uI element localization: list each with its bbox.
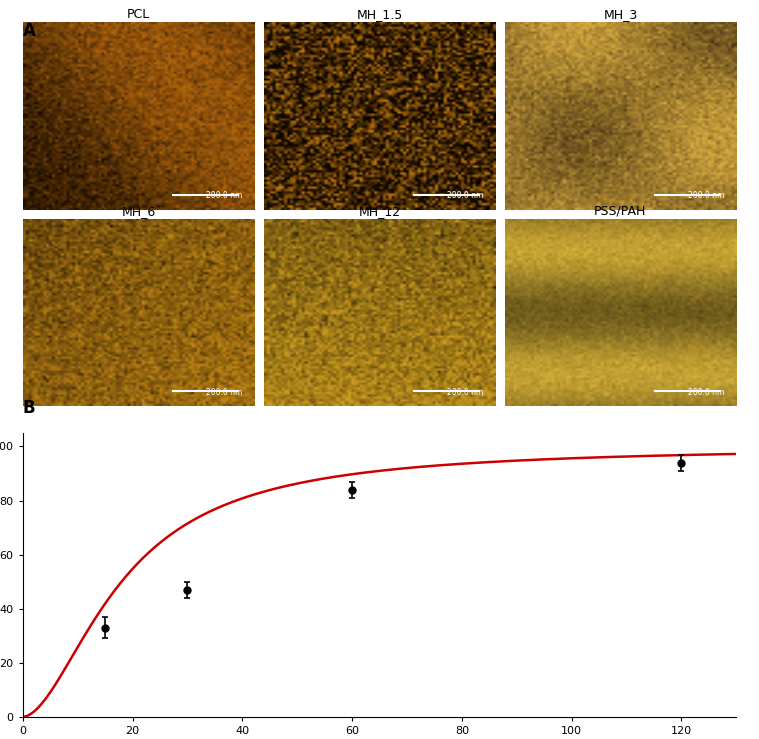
Text: 200.0 nm: 200.0 nm bbox=[206, 388, 243, 397]
Text: 200.0 nm: 200.0 nm bbox=[447, 191, 483, 200]
Text: 200.0 nm: 200.0 nm bbox=[447, 388, 483, 397]
Text: 200.0 nm: 200.0 nm bbox=[688, 388, 725, 397]
Title: MH_3: MH_3 bbox=[603, 8, 638, 21]
Text: A: A bbox=[23, 22, 36, 40]
Text: 200.0 nm: 200.0 nm bbox=[688, 191, 725, 200]
Title: MH_1.5: MH_1.5 bbox=[357, 8, 402, 21]
Text: 200.0 nm: 200.0 nm bbox=[206, 191, 243, 200]
Title: MH_12: MH_12 bbox=[358, 205, 401, 218]
Text: B: B bbox=[23, 399, 36, 417]
Title: PSS/PAH: PSS/PAH bbox=[594, 205, 647, 218]
Title: PCL: PCL bbox=[127, 8, 150, 21]
Title: MH_6: MH_6 bbox=[121, 205, 156, 218]
